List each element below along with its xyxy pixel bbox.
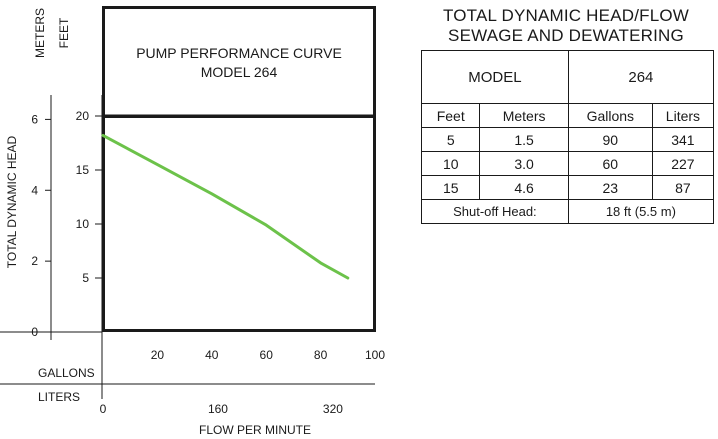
table-row: 10 3.0 60 227 [420, 151, 715, 176]
table-cell: 1.5 [479, 127, 569, 152]
table-cell: 4.6 [479, 175, 569, 200]
y-tick-label-feet: 20 [76, 109, 90, 123]
tick-group: 5 10 15 20 0 2 4 6 20 40 60 80 100 0 160 320 [31, 109, 385, 416]
y-axis-title: TOTAL DYNAMIC HEAD [5, 135, 19, 268]
shutoff-row: Shut-off Head: 18 ft (5.5 m) [421, 199, 715, 224]
x-tick-label-liters: 160 [208, 402, 228, 416]
table-cell: 60 [567, 151, 653, 176]
table-cell: 227 [651, 151, 715, 176]
table-row: 5 1.5 90 341 [420, 127, 715, 152]
series-group [101, 133, 350, 280]
y-tick-label-meters: 4 [31, 183, 38, 197]
x-tick-label-gallons: 20 [151, 348, 165, 362]
header-feet: Feet [420, 103, 481, 128]
y-tick-label-meters: 6 [31, 112, 38, 126]
x-axis-title: FLOW PER MINUTE [199, 423, 311, 437]
table-cell: 90 [567, 127, 653, 152]
y-tick-label-feet: 10 [76, 217, 90, 231]
x-tick-label-gallons: 60 [260, 348, 274, 362]
x-tick-label-gallons: 80 [314, 348, 328, 362]
table-header-row: Feet Meters Gallons Liters [420, 103, 715, 128]
table-cell: 15 [420, 175, 481, 200]
y-unit-feet: FEET [57, 17, 71, 48]
y-tick-label-meters: 2 [31, 254, 38, 268]
x-tick-label-gallons: 100 [365, 348, 385, 362]
title-panel [102, 6, 376, 118]
x-unit-gallons: GALLONS [38, 366, 95, 380]
table-cell: 341 [651, 127, 715, 152]
table-title: TOTAL DYNAMIC HEAD/FLOW SEWAGE AND DEWAT… [418, 6, 714, 46]
y-tick-label-feet: 5 [82, 271, 89, 285]
table-cell: 5 [420, 127, 481, 152]
x-tick-label-liters: 0 [100, 402, 107, 416]
plot-frame [102, 114, 376, 332]
x-unit-liters: LITERS [38, 390, 80, 404]
series-line [101, 133, 350, 280]
table-cell: 3.0 [479, 151, 569, 176]
header-gallons: Gallons [567, 103, 653, 128]
x-tick-label-liters: 320 [323, 402, 343, 416]
shutoff-label-cell: Shut-off Head: [421, 199, 569, 224]
chart-title-line-1: PUMP PERFORMANCE CURVE [136, 45, 342, 61]
table-title-line-2: SEWAGE AND DEWATERING [448, 26, 684, 45]
chart-title-line-2: MODEL 264 [201, 64, 278, 80]
x-tick-label-gallons: 40 [205, 348, 219, 362]
model-row: MODEL 264 [421, 50, 715, 104]
performance-table: MODEL 264 Feet Meters Gallons Liters 5 1… [420, 50, 715, 224]
y-unit-meters: METERS [33, 8, 47, 58]
model-value-cell: 264 [567, 50, 715, 104]
table-cell: 10 [420, 151, 481, 176]
table-cell: 23 [567, 175, 653, 200]
y-tick-label-meters: 0 [31, 325, 38, 339]
header-meters: Meters [479, 103, 569, 128]
shutoff-value-cell: 18 ft (5.5 m) [567, 199, 715, 224]
y-tick-label-feet: 15 [76, 163, 90, 177]
header-liters: Liters [651, 103, 715, 128]
table-row: 15 4.6 23 87 [420, 175, 715, 200]
model-label-cell: MODEL [421, 50, 569, 104]
table-title-line-1: TOTAL DYNAMIC HEAD/FLOW [442, 6, 690, 25]
table-cell: 87 [651, 175, 715, 200]
